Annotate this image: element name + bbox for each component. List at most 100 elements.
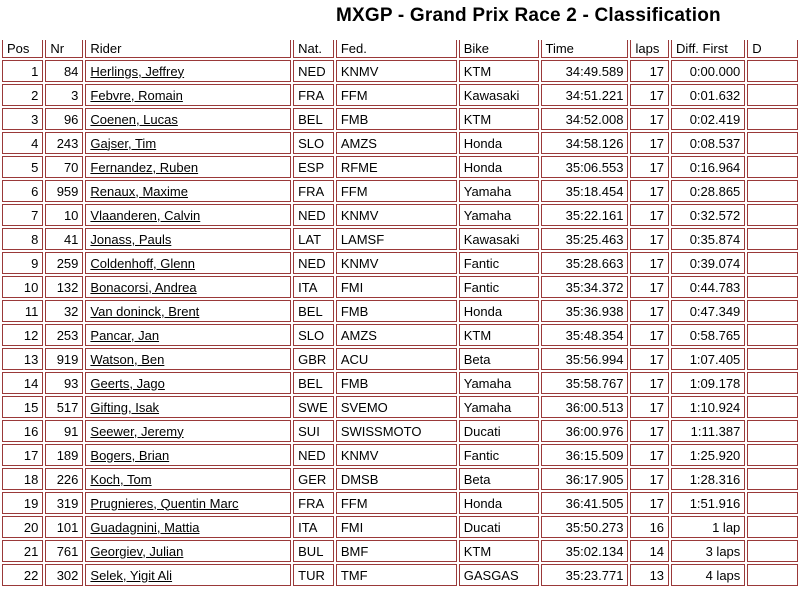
table-row: 22 302 Selek, Yigit Ali TUR TMF GASGAS 3… bbox=[2, 564, 798, 586]
cell-bike: KTM bbox=[458, 324, 539, 346]
cell-clipped bbox=[747, 396, 798, 418]
cell-diff-first: 1:25.920 bbox=[671, 444, 746, 466]
cell-bike: KTM bbox=[458, 540, 539, 562]
cell-pos: 18 bbox=[2, 468, 44, 490]
cell-bike: Kawasaki bbox=[458, 84, 539, 106]
rider-link[interactable]: Geerts, Jago bbox=[90, 375, 165, 391]
rider-link[interactable]: Georgiev, Julian bbox=[90, 543, 184, 559]
cell-pos: 12 bbox=[2, 324, 44, 346]
cell-time: 36:17.905 bbox=[540, 468, 629, 490]
cell-rider: Guadagnini, Mattia bbox=[85, 516, 292, 538]
cell-rider: Bogers, Brian bbox=[85, 444, 292, 466]
cell-time: 34:58.126 bbox=[540, 132, 629, 154]
cell-laps: 17 bbox=[630, 156, 670, 178]
cell-rider: Van doninck, Brent bbox=[85, 300, 292, 322]
cell-nr: 761 bbox=[45, 540, 84, 562]
cell-fed: FMB bbox=[335, 108, 457, 130]
rider-link[interactable]: Koch, Tom bbox=[90, 471, 152, 487]
cell-rider: Renaux, Maxime bbox=[85, 180, 292, 202]
cell-nr: 253 bbox=[45, 324, 84, 346]
cell-time: 35:50.273 bbox=[540, 516, 629, 538]
cell-pos: 9 bbox=[2, 252, 44, 274]
cell-bike: Yamaha bbox=[458, 180, 539, 202]
col-header-diff-first: Diff. First bbox=[671, 40, 746, 58]
cell-clipped bbox=[747, 348, 798, 370]
cell-time: 36:00.513 bbox=[540, 396, 629, 418]
cell-bike: GASGAS bbox=[458, 564, 539, 586]
rider-link[interactable]: Fernandez, Ruben bbox=[90, 159, 199, 175]
cell-nat: GBR bbox=[293, 348, 334, 370]
cell-time: 35:36.938 bbox=[540, 300, 629, 322]
cell-nr: 70 bbox=[45, 156, 84, 178]
cell-rider: Prugnieres, Quentin Marc bbox=[85, 492, 292, 514]
cell-diff-first: 1:28.316 bbox=[671, 468, 746, 490]
rider-link[interactable]: Gajser, Tim bbox=[90, 135, 157, 151]
cell-rider: Selek, Yigit Ali bbox=[85, 564, 292, 586]
rider-link[interactable]: Van doninck, Brent bbox=[90, 303, 200, 319]
cell-nr: 96 bbox=[45, 108, 84, 130]
cell-nr: 132 bbox=[45, 276, 84, 298]
rider-link[interactable]: Coenen, Lucas bbox=[90, 111, 178, 127]
rider-link[interactable]: Watson, Ben bbox=[90, 351, 165, 367]
rider-link[interactable]: Coldenhoff, Glenn bbox=[90, 255, 195, 271]
cell-clipped bbox=[747, 156, 798, 178]
cell-time: 36:41.505 bbox=[540, 492, 629, 514]
cell-rider: Geerts, Jago bbox=[85, 372, 292, 394]
cell-nat: GER bbox=[293, 468, 334, 490]
cell-fed: KNMV bbox=[335, 60, 457, 82]
table-row: 13 919 Watson, Ben GBR ACU Beta 35:56.99… bbox=[2, 348, 798, 370]
cell-pos: 10 bbox=[2, 276, 44, 298]
cell-nat: BUL bbox=[293, 540, 334, 562]
cell-clipped bbox=[747, 300, 798, 322]
cell-laps: 17 bbox=[630, 204, 670, 226]
table-row: 9 259 Coldenhoff, Glenn NED KNMV Fantic … bbox=[2, 252, 798, 274]
cell-nat: SUI bbox=[293, 420, 334, 442]
rider-link[interactable]: Renaux, Maxime bbox=[90, 183, 188, 199]
cell-rider: Coenen, Lucas bbox=[85, 108, 292, 130]
rider-link[interactable]: Jonass, Pauls bbox=[90, 231, 172, 247]
cell-fed: FMB bbox=[335, 372, 457, 394]
rider-link[interactable]: Prugnieres, Quentin Marc bbox=[90, 495, 239, 511]
cell-fed: DMSB bbox=[335, 468, 457, 490]
cell-pos: 6 bbox=[2, 180, 44, 202]
cell-fed: FFM bbox=[335, 492, 457, 514]
rider-link[interactable]: Bonacorsi, Andrea bbox=[90, 279, 197, 295]
cell-pos: 8 bbox=[2, 228, 44, 250]
rider-link[interactable]: Gifting, Isak bbox=[90, 399, 160, 415]
cell-nr: 302 bbox=[45, 564, 84, 586]
cell-rider: Fernandez, Ruben bbox=[85, 156, 292, 178]
table-row: 15 517 Gifting, Isak SWE SVEMO Yamaha 36… bbox=[2, 396, 798, 418]
table-row: 21 761 Georgiev, Julian BUL BMF KTM 35:0… bbox=[2, 540, 798, 562]
cell-time: 35:02.134 bbox=[540, 540, 629, 562]
cell-laps: 17 bbox=[630, 180, 670, 202]
rider-link[interactable]: Febvre, Romain bbox=[90, 87, 183, 103]
rider-link[interactable]: Pancar, Jan bbox=[90, 327, 160, 343]
classification-table: Pos Nr Rider Nat. Fed. Bike Time laps Di… bbox=[0, 38, 800, 588]
cell-time: 35:28.663 bbox=[540, 252, 629, 274]
cell-nr: 517 bbox=[45, 396, 84, 418]
cell-nat: BEL bbox=[293, 372, 334, 394]
rider-link[interactable]: Guadagnini, Mattia bbox=[90, 519, 200, 535]
cell-pos: 19 bbox=[2, 492, 44, 514]
cell-bike: Ducati bbox=[458, 516, 539, 538]
cell-diff-first: 0:00.000 bbox=[671, 60, 746, 82]
cell-bike: Fantic bbox=[458, 276, 539, 298]
cell-rider: Watson, Ben bbox=[85, 348, 292, 370]
cell-laps: 14 bbox=[630, 540, 670, 562]
cell-laps: 17 bbox=[630, 60, 670, 82]
rider-link[interactable]: Herlings, Jeffrey bbox=[90, 63, 185, 79]
rider-link[interactable]: Seewer, Jeremy bbox=[90, 423, 184, 439]
cell-nr: 91 bbox=[45, 420, 84, 442]
cell-diff-first: 1:07.405 bbox=[671, 348, 746, 370]
cell-diff-first: 0:35.874 bbox=[671, 228, 746, 250]
cell-pos: 21 bbox=[2, 540, 44, 562]
cell-bike: Beta bbox=[458, 348, 539, 370]
cell-time: 36:15.509 bbox=[540, 444, 629, 466]
cell-time: 35:23.771 bbox=[540, 564, 629, 586]
cell-rider: Gajser, Tim bbox=[85, 132, 292, 154]
cell-clipped bbox=[747, 84, 798, 106]
cell-rider: Vlaanderen, Calvin bbox=[85, 204, 292, 226]
rider-link[interactable]: Bogers, Brian bbox=[90, 447, 170, 463]
rider-link[interactable]: Vlaanderen, Calvin bbox=[90, 207, 201, 223]
rider-link[interactable]: Selek, Yigit Ali bbox=[90, 567, 173, 583]
